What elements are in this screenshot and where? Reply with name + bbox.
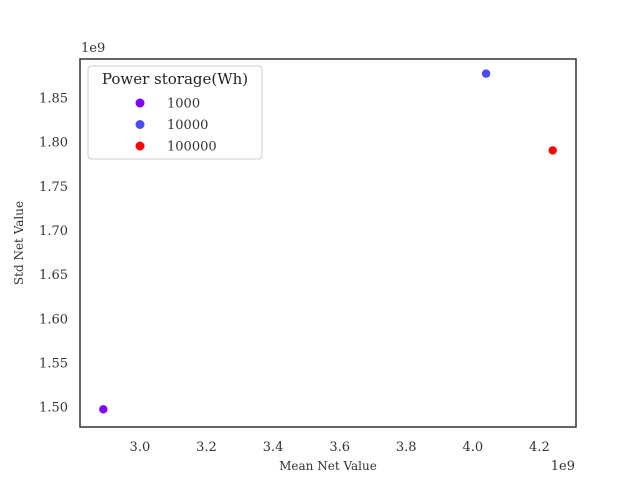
legend-title: Power storage(Wh)	[102, 70, 248, 88]
data-point	[481, 69, 491, 78]
x-tick-label: 3.0	[130, 440, 151, 455]
x-axis-ticks: 3.0 3.2 3.4 3.6 3.8 4.0 4.2	[130, 440, 550, 455]
y-tick-label: 1.50	[39, 401, 68, 416]
y-tick-label: 1.85	[39, 91, 68, 106]
legend-marker	[135, 120, 145, 129]
legend-label: 10000	[167, 118, 208, 133]
y-tick-label: 1.75	[39, 180, 68, 195]
legend-label: 1000	[167, 97, 200, 112]
legend: Power storage(Wh) 1000 10000 100000	[87, 65, 263, 160]
legend-marker	[135, 141, 145, 151]
legend-items: 1000 10000 100000	[135, 97, 217, 155]
x-tick-label: 4.0	[462, 440, 483, 455]
x-tick-label: 3.8	[396, 440, 417, 455]
x-tick-label: 4.2	[529, 440, 550, 455]
y-tick-label: 1.55	[39, 357, 68, 372]
y-tick-label: 1.80	[39, 136, 68, 151]
y-axis-label: Std Net Value	[12, 201, 26, 285]
legend-label: 100000	[167, 140, 217, 155]
y-tick-label: 1.65	[39, 268, 68, 283]
y-axis-ticks: 1.50 1.55 1.60 1.65 1.70 1.75 1.80 1.85	[39, 91, 68, 415]
x-offset-label: 1e9	[551, 459, 575, 474]
data-points	[99, 69, 557, 414]
y-tick-label: 1.60	[39, 312, 68, 327]
plot-frame	[79, 58, 577, 428]
legend-box	[87, 65, 263, 160]
data-point	[548, 146, 557, 155]
y-tick-label: 1.70	[39, 224, 68, 239]
x-axis-label: Mean Net Value	[279, 459, 377, 473]
legend-marker	[135, 98, 145, 108]
data-point	[99, 405, 108, 414]
x-tick-label: 3.4	[263, 440, 284, 455]
x-tick-label: 3.6	[329, 440, 350, 455]
x-tick-label: 3.2	[196, 440, 217, 455]
y-offset-label: 1e9	[81, 41, 105, 56]
